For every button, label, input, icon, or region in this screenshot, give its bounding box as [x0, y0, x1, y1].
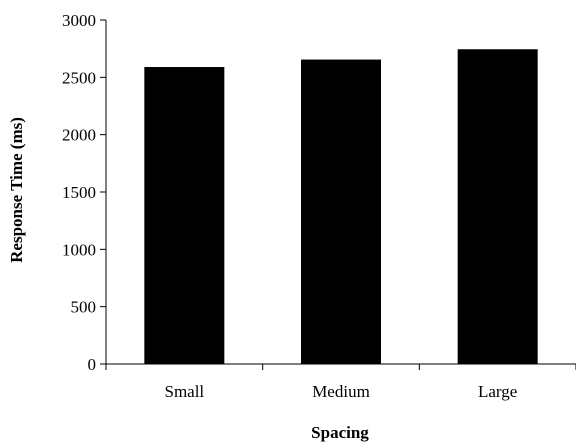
x-ticks-group: Small Medium Large	[105, 364, 576, 401]
y-tick-label: 2000	[62, 126, 96, 145]
x-tick-label: Medium	[312, 382, 370, 401]
x-tick-label: Large	[478, 382, 517, 401]
x-axis-title: Spacing	[311, 423, 369, 442]
bar-large	[457, 49, 538, 365]
bar-medium	[301, 59, 381, 365]
y-tick-label: 2500	[62, 68, 96, 87]
y-axis-title: Response Time (ms)	[7, 117, 26, 263]
bar-small	[144, 67, 225, 364]
y-tick-label: 3000	[62, 11, 96, 30]
y-tick-label: 1500	[62, 183, 96, 202]
y-tick-label: 500	[71, 298, 97, 317]
y-tick-label: 1000	[62, 240, 96, 259]
bars-group	[144, 49, 538, 365]
y-ticks-group: 0 500 1000 1500 2000 2500 3000	[62, 11, 106, 374]
x-tick-label: Small	[164, 382, 204, 401]
y-tick-label: 0	[88, 355, 97, 374]
